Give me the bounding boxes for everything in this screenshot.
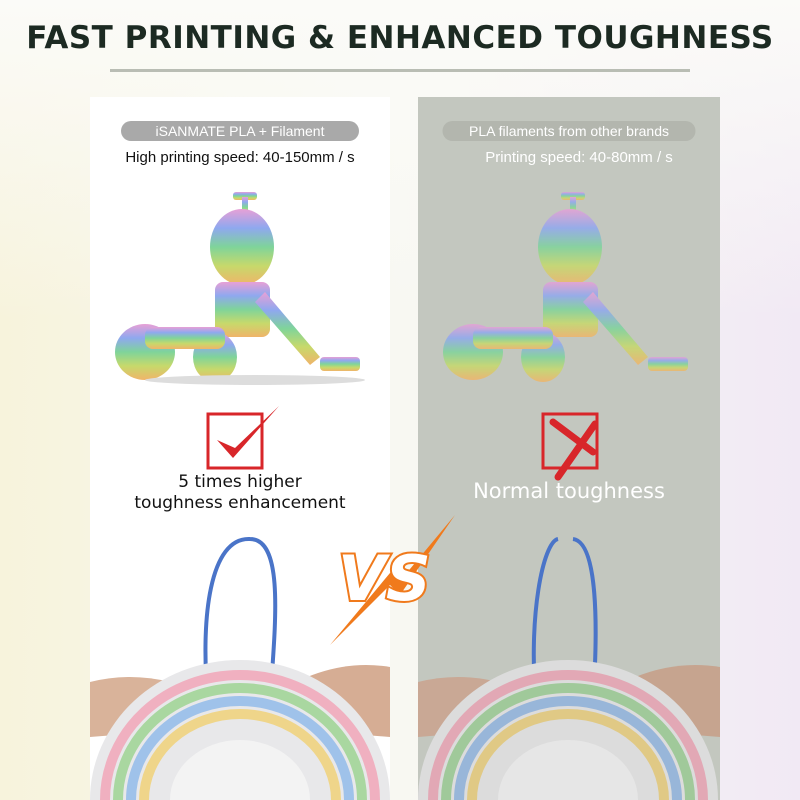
rainbow-robot-figure bbox=[115, 192, 365, 385]
right-panel: PLA filaments from other brands Printing… bbox=[418, 97, 720, 800]
title-divider bbox=[110, 69, 690, 72]
speed-text: Printing speed: 40-80mm / s bbox=[485, 149, 673, 166]
brand-badge: PLA filaments from other brands bbox=[442, 121, 696, 141]
claim-line-1: 5 times higher bbox=[178, 472, 302, 492]
cross-icon bbox=[541, 412, 599, 481]
rainbow-robot-figure bbox=[443, 192, 688, 382]
claim-line-2: toughness enhancement bbox=[134, 493, 346, 513]
left-panel: iSANMATE PLA + Filament High printing sp… bbox=[90, 97, 390, 800]
toughness-claim: Normal toughness bbox=[473, 479, 665, 503]
vs-badge: VS bbox=[330, 515, 455, 645]
brand-badge: iSANMATE PLA + Filament bbox=[121, 121, 359, 141]
check-icon bbox=[206, 406, 279, 470]
speed-text: High printing speed: 40-150mm / s bbox=[125, 149, 355, 166]
vs-text: VS bbox=[338, 542, 431, 615]
filament-spool-photo bbox=[90, 536, 390, 800]
toughness-claim: 5 times higher toughness enhancement bbox=[90, 472, 390, 514]
page-title: FAST PRINTING & ENHANCED TOUGHNESS bbox=[26, 20, 774, 56]
filament-spool-photo bbox=[418, 537, 720, 800]
